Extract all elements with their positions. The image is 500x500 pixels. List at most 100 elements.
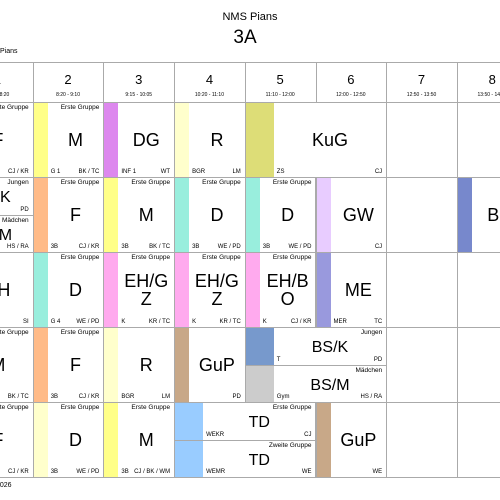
color-strip xyxy=(316,178,331,252)
subject: D xyxy=(281,205,295,225)
group-label: Erste Gruppe xyxy=(202,179,241,186)
group-label: Jungen xyxy=(7,179,29,186)
group-label: Erste Gruppe xyxy=(272,404,312,411)
subject: R xyxy=(139,355,153,375)
room: K xyxy=(192,319,197,325)
group-label: Zweite Gruppe xyxy=(268,442,312,449)
subject: PH xyxy=(0,281,33,299)
room: T xyxy=(276,357,281,363)
color-strip xyxy=(104,253,119,327)
subject: D xyxy=(69,280,83,300)
group-label: Jungen xyxy=(360,329,383,336)
teacher: WE / PD xyxy=(288,244,312,250)
lesson: GuP PD xyxy=(174,327,246,403)
teacher: TC xyxy=(374,319,383,325)
subject: F xyxy=(70,205,82,225)
lesson: Erste Gruppe EH/B O K CJ / KR xyxy=(244,252,317,328)
lesson-part: Jungen BS/K T PD xyxy=(245,328,386,365)
color-strip xyxy=(33,103,48,177)
lesson: GW CJ xyxy=(315,177,388,253)
lesson: Erste Gruppe EH/G Z K KR / TC xyxy=(174,252,246,328)
subject: D xyxy=(69,430,83,450)
lesson: BU xyxy=(456,177,500,253)
teacher: WE xyxy=(372,469,383,475)
period-time: 11:10 - 12:00 xyxy=(265,92,295,98)
subject: EH/G Z xyxy=(194,271,239,309)
group-label: Erste Gruppe xyxy=(0,404,29,411)
room: 3B xyxy=(121,244,129,250)
lesson: ME MER TC xyxy=(315,252,388,328)
color-strip xyxy=(175,328,190,402)
teacher: WE / PD xyxy=(76,469,100,475)
period-number: 4 xyxy=(205,72,214,87)
period-time: 12:00 - 12:50 xyxy=(336,92,366,98)
period-number: 1 xyxy=(0,72,33,87)
room: WEKR xyxy=(206,432,225,438)
color-strip xyxy=(33,253,48,327)
lesson: Erste Gruppe M G 1 BK / TC xyxy=(32,102,105,178)
rule xyxy=(0,62,500,63)
room: K xyxy=(121,319,126,325)
room: ZS xyxy=(276,169,285,175)
lesson: Erste Gruppe F CJ / KR xyxy=(0,102,34,178)
period-time: 8:20 - 9:10 xyxy=(56,92,80,98)
color-strip xyxy=(245,253,260,327)
lesson: Erste Gruppe TD WEKR CJ Zweite Gruppe TD WEMR W… xyxy=(174,402,317,478)
subject: F xyxy=(0,431,33,449)
period-number: 8 xyxy=(488,72,496,87)
room: BGR xyxy=(121,394,135,400)
group-label: Erste Gruppe xyxy=(272,179,312,186)
lesson: PH SI xyxy=(0,252,34,328)
group-label: Erste Gruppe xyxy=(0,329,29,336)
teacher: PD xyxy=(373,357,383,363)
group-label: Erste Gruppe xyxy=(0,104,29,111)
teacher: CJ / KR xyxy=(78,394,100,400)
color-strip xyxy=(245,103,274,177)
color-strip xyxy=(175,103,190,177)
lesson: DG INF 1 WT xyxy=(103,102,176,178)
lesson: Erste Gruppe F 3B CJ / KR xyxy=(32,177,105,253)
subject: M xyxy=(138,430,154,450)
teacher: HS / RA xyxy=(360,394,383,400)
room: G 1 xyxy=(50,169,61,175)
color-strip xyxy=(245,178,260,252)
subject: GuP xyxy=(340,430,377,450)
color-strip xyxy=(175,178,190,252)
lesson-part: Zweite Gruppe TD WEMR WE xyxy=(175,440,316,477)
teacher: CJ / KR xyxy=(8,469,29,475)
subject: GuP xyxy=(198,355,235,375)
color-strip xyxy=(316,253,331,327)
color-strip xyxy=(33,178,48,252)
group-label: Mädchen xyxy=(355,367,383,374)
lesson: KuG ZS CJ xyxy=(244,102,388,178)
lesson: Jungen S/K PD Mädchen S/MHS / RA xyxy=(0,177,34,253)
lesson: Erste Gruppe EH/G Z K KR / TC xyxy=(103,252,176,328)
subject: R xyxy=(210,130,224,150)
subject: S/M xyxy=(0,226,13,244)
teacher: PD xyxy=(232,394,241,400)
period-time: 7:30 - 8:20 xyxy=(0,92,10,98)
room: MER xyxy=(333,319,347,325)
subject: D xyxy=(210,205,224,225)
color-strip xyxy=(316,403,331,477)
group-label: Erste Gruppe xyxy=(202,254,241,261)
color-strip xyxy=(245,366,274,402)
subject: TD xyxy=(248,451,270,469)
period-number: 3 xyxy=(135,72,143,87)
class: 3A xyxy=(233,27,257,48)
room: 3B xyxy=(262,244,271,250)
color-strip xyxy=(457,178,472,252)
lesson: Erste Gruppe D 3B WE / PD xyxy=(32,402,105,478)
room: INF 1 xyxy=(121,169,137,175)
period-time: 10:20 - 11:10 xyxy=(194,92,224,98)
group-label: Erste Gruppe xyxy=(60,404,100,411)
group-label: Erste Gruppe xyxy=(272,254,312,261)
subject: M xyxy=(68,130,84,150)
color-strip xyxy=(104,178,119,252)
subject: EH/G Z xyxy=(124,271,169,309)
color-strip xyxy=(33,328,48,402)
period-number: 6 xyxy=(347,72,355,87)
subject: F xyxy=(0,131,33,149)
teacher: CJ xyxy=(374,169,383,175)
lesson: R BGR LM xyxy=(174,102,246,178)
